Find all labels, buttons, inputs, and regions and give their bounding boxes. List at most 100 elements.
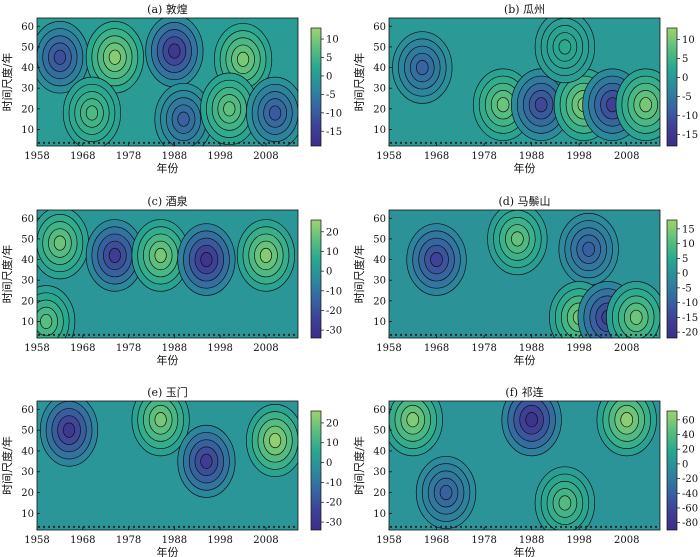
x-axis-label: 年份 [514,161,536,175]
marker-dot [414,525,418,528]
contour-level [200,252,213,268]
y-tick-label: 30 [373,467,386,478]
marker-dot [514,525,518,528]
plot-frame [36,400,299,531]
y-tick-label: 60 [21,405,34,416]
marker-dot [579,333,583,337]
colorbar-tick-label: 10 [326,247,339,258]
marker-dot [147,333,151,337]
colorbar [310,219,322,339]
marker-dot [107,333,111,337]
marker-dot [619,333,623,337]
marker-dot [524,525,528,528]
feature-4 [415,456,477,530]
marker-dot [277,141,281,145]
marker-dot [107,141,111,145]
marker-dot [67,525,71,528]
y-tick-label: 50 [373,426,386,437]
marker-dot [539,141,543,145]
marker-dot [419,525,423,528]
marker-dot [444,141,448,145]
feature-3 [177,424,236,498]
marker-dot [494,525,498,528]
y-tick-label: 50 [21,426,34,437]
marker-dot [409,525,413,528]
x-axis-label: 年份 [157,353,179,367]
y-tick-label: 10 [21,317,34,328]
marker-dot [629,333,633,337]
marker-dot [137,141,141,145]
marker-dot [584,333,588,337]
marker-dot [237,525,241,528]
marker-dot [97,525,101,528]
marker-dot [454,141,458,145]
x-tick-label: 1968 [424,151,449,162]
y-tick-label: 10 [21,125,34,136]
marker-dot [177,141,181,145]
marker-row [37,525,296,528]
y-tick-label: 10 [373,125,386,136]
marker-dot [479,333,483,337]
marker-dot [122,141,126,145]
marker-dot [147,525,151,528]
marker-dot [424,525,428,528]
marker-dot [212,333,216,337]
marker-dot [469,141,473,145]
marker-dot [267,333,271,337]
marker-dot [609,333,613,337]
y-tick-label: 40 [373,446,386,457]
marker-dot [267,525,271,528]
marker-dot [102,141,106,145]
x-axis-label: 年份 [514,353,536,367]
colorbar-tick-label: -10 [326,286,342,297]
x-axis-label: 年份 [514,545,536,557]
feature-1 [389,401,443,457]
marker-dot [439,525,443,528]
y-tick-label: 20 [21,104,34,115]
marker-dot [574,525,578,528]
marker-dot [499,525,503,528]
marker-dot [614,333,618,337]
contour-level [62,422,76,438]
feature-2 [85,21,144,94]
marker-dot [639,141,643,145]
marker-dot [649,525,653,528]
marker-dot [257,141,261,145]
x-tick-label: 1958 [24,151,49,162]
colorbar-tick-label: 15 [682,224,695,235]
marker-dot [534,333,538,337]
contour-level [558,39,572,55]
colorbar-tick-label: -40 [682,489,698,500]
y-tick-label: 60 [373,214,386,225]
y-axis-label: 时间尺度/年 [352,436,366,495]
marker-dot [252,333,256,337]
marker-dot [72,141,76,145]
colorbar-tick-label: 10 [682,35,695,46]
x-tick-label: 1998 [207,343,232,354]
contour-level [620,412,634,428]
marker-dot [207,333,211,337]
contour-level [269,432,282,449]
x-tick-label: 1988 [162,151,187,162]
marker-dot [519,525,523,528]
marker-dot [187,333,191,337]
contour-level [154,247,167,263]
contour-level [177,111,190,127]
marker-dot [399,141,403,145]
marker-dot [559,525,563,528]
marker-dot [594,525,598,528]
marker-dot [449,141,453,145]
feature-6 [606,281,660,338]
marker-dot [197,333,201,337]
marker-dot [639,525,643,528]
x-tick-label: 1988 [519,151,544,162]
feature-7 [200,72,259,146]
marker-dot [409,333,413,337]
colorbar-tick-label: -15 [682,130,698,141]
y-tick-label: 60 [373,405,386,416]
colorbar-tick-label: 10 [682,239,695,250]
marker-dot [167,525,171,528]
y-axis-label: 时间尺度/年 [0,53,14,112]
colorbar [666,410,678,531]
marker-dot [97,333,101,337]
